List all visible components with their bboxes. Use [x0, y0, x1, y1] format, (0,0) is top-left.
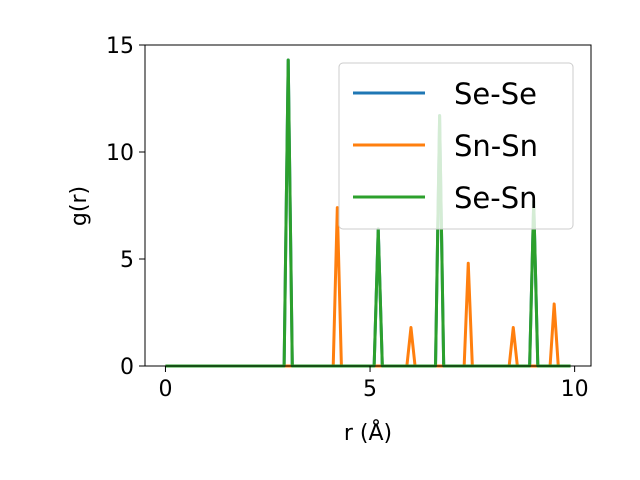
legend-label-se-se: Se-Se	[454, 77, 537, 111]
legend-box	[338, 62, 574, 230]
x-tick-label: 0	[158, 377, 172, 402]
y-tick-label: 0	[120, 355, 134, 380]
y-tick-label: 5	[120, 248, 134, 273]
series-line-sn-sn	[165, 206, 571, 368]
x-axis-ticks: 0 5 10	[158, 366, 589, 402]
x-tick-label: 5	[363, 377, 377, 402]
y-axis-ticks: 0 5 10 15	[106, 34, 145, 380]
y-axis-label: g(r)	[67, 186, 92, 226]
legend: Se-Se Sn-Sn Se-Sn	[338, 62, 574, 230]
legend-label-se-sn: Se-Sn	[454, 181, 538, 215]
x-tick-label: 10	[561, 377, 589, 402]
y-tick-label: 15	[106, 34, 134, 59]
y-tick-label: 10	[106, 141, 134, 166]
plot-frame	[144, 44, 592, 367]
x-axis-label: r (Å)	[344, 419, 392, 446]
legend-label-sn-sn: Sn-Sn	[454, 129, 538, 163]
